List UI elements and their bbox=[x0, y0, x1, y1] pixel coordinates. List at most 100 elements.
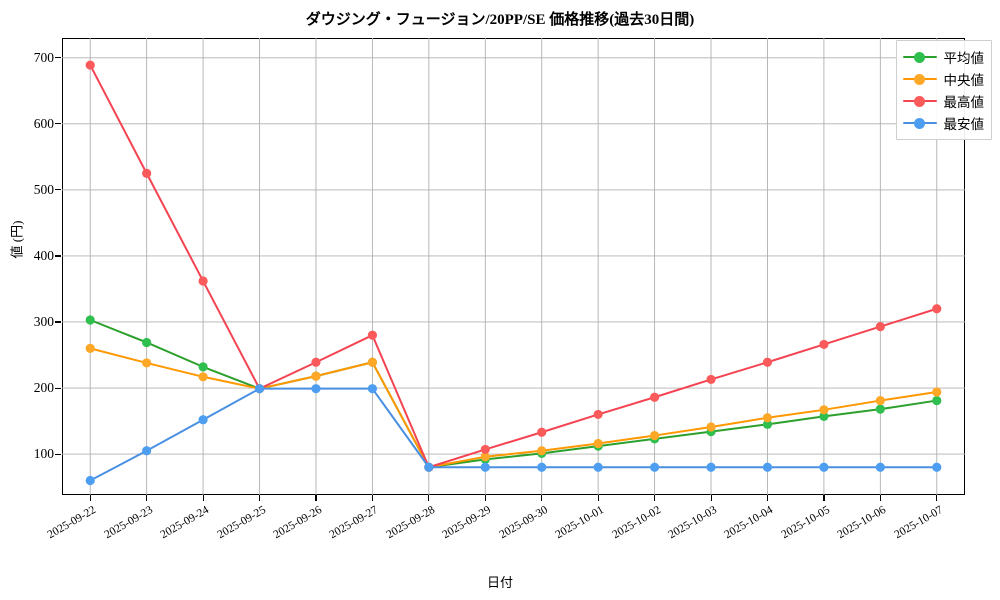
data-point bbox=[932, 395, 942, 406]
x-tick-mark bbox=[371, 495, 373, 501]
y-tick-label: 400 bbox=[33, 247, 54, 263]
x-tick-mark bbox=[259, 495, 261, 501]
data-point bbox=[819, 411, 829, 422]
legend-marker-dot-icon bbox=[913, 51, 925, 63]
legend-marker-dot-icon bbox=[913, 95, 925, 107]
x-tick-mark bbox=[936, 495, 938, 501]
chart-legend: 平均値中央値最高値最安値 bbox=[895, 40, 992, 140]
data-point bbox=[649, 430, 660, 441]
legend-item-0[interactable]: 平均値 bbox=[902, 46, 985, 68]
data-point bbox=[367, 357, 378, 367]
series-line bbox=[89, 64, 938, 469]
data-point bbox=[198, 415, 208, 425]
legend-item-1[interactable]: 中央値 bbox=[902, 68, 985, 90]
x-tick-mark bbox=[315, 495, 317, 501]
series-line bbox=[89, 347, 938, 469]
data-point bbox=[480, 462, 490, 472]
data-point bbox=[706, 374, 716, 385]
data-point bbox=[762, 413, 773, 423]
legend-marker-dot-icon bbox=[913, 117, 925, 129]
y-tick-label: 600 bbox=[33, 115, 54, 131]
data-point bbox=[706, 422, 716, 432]
data-point bbox=[819, 405, 829, 415]
legend-label: 最安値 bbox=[943, 117, 985, 132]
series-0 bbox=[85, 315, 942, 472]
plot-area bbox=[62, 38, 965, 495]
data-point bbox=[649, 392, 660, 402]
data-point bbox=[480, 452, 490, 462]
y-tick-mark bbox=[55, 189, 61, 191]
legend-label: 平均値 bbox=[943, 51, 985, 66]
series-line bbox=[89, 387, 938, 482]
data-point bbox=[762, 462, 773, 472]
legend-item-3[interactable]: 最安値 bbox=[902, 112, 985, 134]
data-point bbox=[367, 384, 378, 394]
data-point bbox=[311, 357, 321, 367]
data-point bbox=[85, 315, 95, 325]
series-2 bbox=[85, 60, 942, 472]
y-tick-label: 500 bbox=[33, 181, 54, 197]
data-point bbox=[932, 387, 942, 397]
x-tick-mark bbox=[654, 495, 656, 501]
data-point bbox=[875, 395, 885, 406]
y-tick-mark bbox=[55, 123, 61, 125]
data-point bbox=[142, 358, 152, 368]
x-tick-mark bbox=[766, 495, 769, 501]
data-point bbox=[367, 330, 378, 340]
data-point bbox=[198, 362, 208, 372]
data-point bbox=[254, 384, 265, 394]
data-point bbox=[537, 427, 547, 437]
x-axis-label: 日付 bbox=[486, 575, 513, 590]
x-tick-mark bbox=[428, 495, 430, 501]
data-point bbox=[593, 462, 603, 472]
x-tick-mark bbox=[597, 495, 599, 501]
data-point bbox=[480, 444, 490, 455]
y-tick-label: 700 bbox=[33, 49, 54, 65]
x-tick-mark bbox=[484, 495, 486, 501]
data-point bbox=[311, 384, 321, 394]
x-tick-mark bbox=[541, 495, 543, 501]
y-tick-mark bbox=[55, 255, 61, 257]
data-point bbox=[85, 343, 95, 353]
legend-swatch bbox=[902, 94, 937, 108]
plot-svg bbox=[62, 38, 965, 495]
data-point bbox=[649, 462, 660, 472]
data-point bbox=[762, 419, 773, 429]
x-tick-mark bbox=[202, 495, 204, 501]
data-point bbox=[819, 462, 829, 472]
legend-swatch bbox=[902, 72, 937, 86]
y-tick-mark bbox=[55, 387, 61, 389]
legend-item-2[interactable]: 最高値 bbox=[902, 90, 984, 112]
data-point bbox=[85, 60, 95, 70]
data-point bbox=[198, 276, 208, 286]
series-1 bbox=[85, 343, 942, 472]
legend-label: 中央値 bbox=[943, 73, 985, 88]
data-point bbox=[932, 462, 942, 472]
x-tick-mark bbox=[710, 495, 712, 501]
data-point bbox=[593, 438, 603, 449]
data-point bbox=[593, 409, 603, 420]
data-point bbox=[762, 357, 773, 367]
data-point bbox=[706, 462, 716, 472]
legend-marker-dot-icon bbox=[913, 73, 925, 85]
data-point bbox=[875, 404, 885, 414]
y-tick-label: 200 bbox=[33, 380, 54, 395]
series-line bbox=[89, 318, 938, 469]
data-point bbox=[142, 446, 152, 456]
y-tick-label: 300 bbox=[33, 313, 54, 329]
data-point bbox=[142, 168, 152, 178]
series-3 bbox=[85, 384, 942, 486]
legend-swatch bbox=[902, 50, 937, 64]
x-tick-mark bbox=[89, 495, 91, 501]
data-point bbox=[537, 462, 547, 472]
y-tick-label: 100 bbox=[33, 446, 54, 462]
data-point bbox=[142, 337, 152, 348]
data-point bbox=[537, 446, 547, 456]
data-point bbox=[85, 475, 95, 486]
legend-swatch bbox=[902, 116, 937, 130]
data-point bbox=[424, 462, 434, 472]
x-tick-mark bbox=[823, 495, 825, 501]
data-point bbox=[875, 321, 885, 332]
x-tick-mark bbox=[879, 495, 881, 501]
